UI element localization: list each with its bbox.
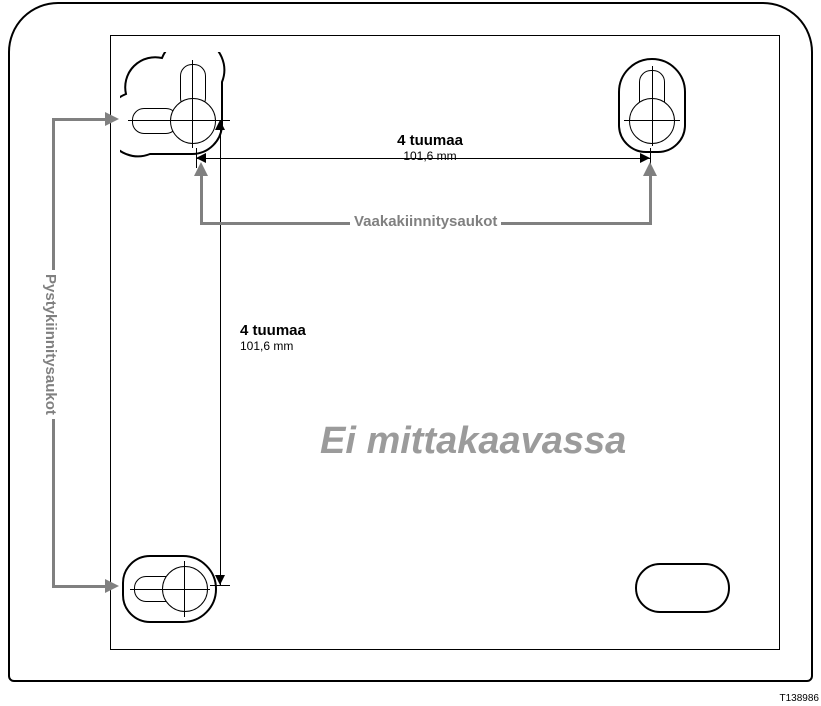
keyhole-bottom-left xyxy=(122,555,217,623)
dim-horizontal-main: 4 tuumaa xyxy=(360,132,500,149)
callout-vert-leg-top xyxy=(52,118,107,121)
callout-horiz-leg-right xyxy=(649,175,652,225)
dim-vertical-arrow-down xyxy=(215,575,225,585)
callout-vert-arrow-bot xyxy=(105,579,119,593)
dim-vertical-main: 4 tuumaa xyxy=(240,322,360,339)
keyhole-top-right xyxy=(618,58,686,153)
document-id: T138986 xyxy=(780,693,819,704)
dim-horizontal-label: 4 tuumaa 101,6 mm xyxy=(360,132,500,163)
dim-horizontal-sub: 101,6 mm xyxy=(360,149,500,163)
callout-horiz-arrow-left xyxy=(194,162,208,176)
callout-horiz-arrow-right xyxy=(643,162,657,176)
dim-vertical-label: 4 tuumaa 101,6 mm xyxy=(240,322,360,353)
dim-vertical-line xyxy=(220,120,221,585)
callout-horiz-label: Vaakakiinnitysaukot xyxy=(350,213,501,230)
not-to-scale-watermark: Ei mittakaavassa xyxy=(320,420,626,463)
callout-vert-arrow-top xyxy=(105,112,119,126)
dim-vertical-arrow-up xyxy=(215,120,225,130)
callout-vert-label: Pystykiinnitysaukot xyxy=(42,270,59,419)
callout-vert-leg-bot xyxy=(52,585,107,588)
dim-vertical-sub: 101,6 mm xyxy=(240,339,360,353)
callout-horiz-leg-left xyxy=(200,175,203,225)
keyhole-top-left-combo xyxy=(120,52,230,162)
foot-bottom-right xyxy=(635,563,730,613)
dim-v-ext-top xyxy=(210,120,230,121)
dim-v-ext-bot xyxy=(210,585,230,586)
